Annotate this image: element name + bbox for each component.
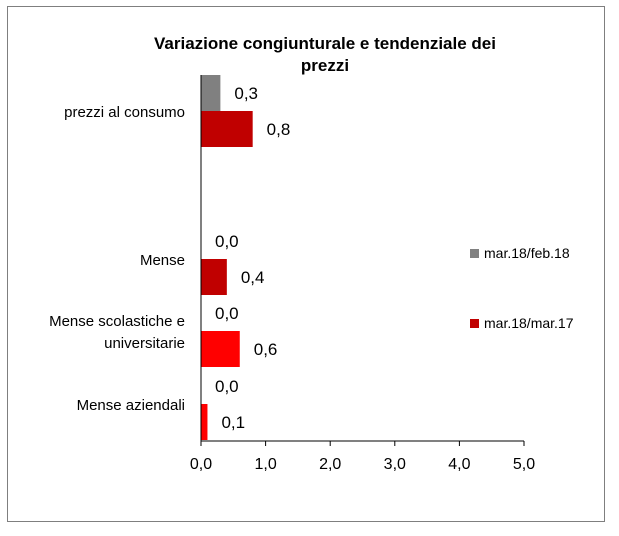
data-label-yoy-1: 0,4 [241, 268, 265, 287]
legend-swatch-0 [470, 249, 479, 258]
x-tick-label-2: 2,0 [319, 456, 341, 473]
data-label-mom-3: 0,0 [215, 377, 239, 396]
bar-yoy-3 [201, 404, 208, 440]
data-label-yoy-0: 0,8 [267, 120, 291, 139]
category-label-0: prezzi al consumo [64, 104, 185, 121]
chart-title-line-2: prezzi [301, 56, 349, 75]
x-tick-label-0: 0,0 [190, 456, 212, 473]
x-tick-label-4: 4,0 [448, 456, 470, 473]
category-label-3: Mense aziendali [77, 397, 185, 414]
data-label-mom-0: 0,3 [234, 84, 258, 103]
category-label-2-line-1: universitarie [104, 335, 185, 352]
legend-label-1: mar.18/mar.17 [484, 315, 574, 331]
category-label-2-line-0: Mense scolastiche e [49, 313, 185, 330]
x-tick-label-1: 1,0 [254, 456, 276, 473]
data-label-yoy-3: 0,1 [221, 413, 245, 432]
x-tick-label-3: 3,0 [384, 456, 406, 473]
data-label-mom-1: 0,0 [215, 232, 239, 251]
legend-swatch-1 [470, 319, 479, 328]
data-label-mom-2: 0,0 [215, 304, 239, 323]
x-tick-label-5: 5,0 [513, 456, 535, 473]
bar-yoy-1 [201, 259, 227, 295]
category-label-1: Mense [140, 252, 185, 269]
bar-yoy-0 [201, 111, 253, 147]
chart-title-line-1: Variazione congiunturale e tendenziale d… [154, 34, 496, 53]
bar-yoy-2 [201, 331, 240, 367]
legend-label-0: mar.18/feb.18 [484, 245, 570, 261]
chart-frame [7, 6, 605, 522]
data-label-yoy-2: 0,6 [254, 340, 278, 359]
bar-mom-0 [201, 75, 221, 111]
